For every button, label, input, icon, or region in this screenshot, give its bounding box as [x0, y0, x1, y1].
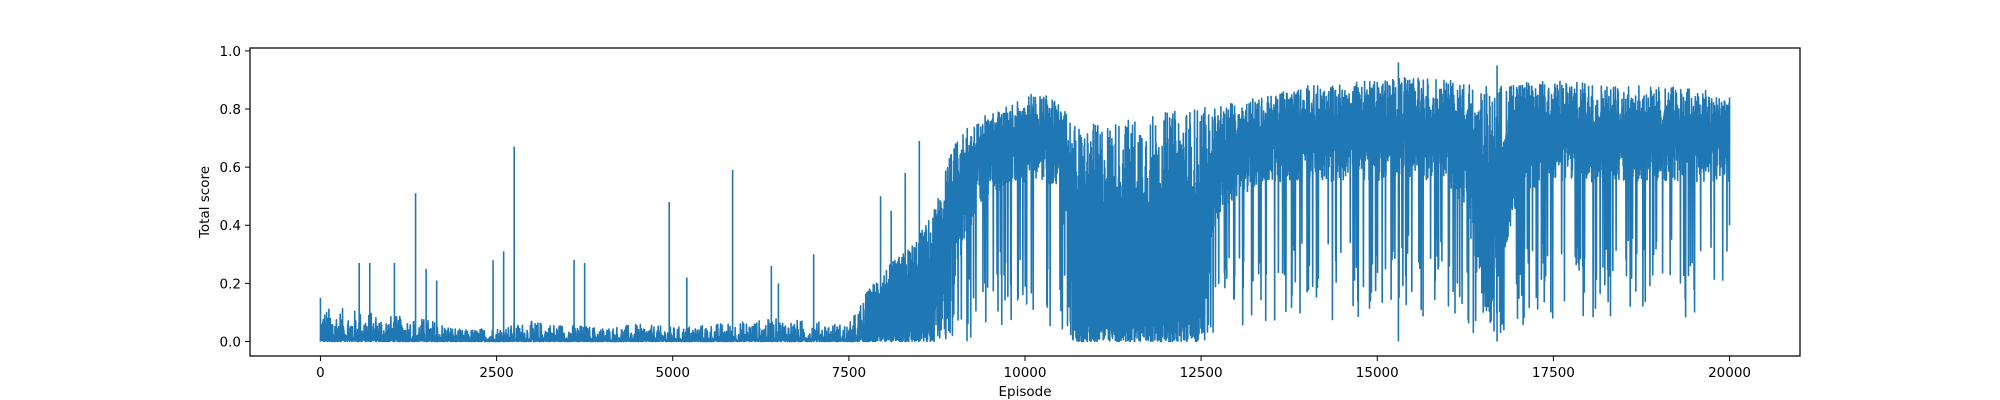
x-tick-label: 15000	[1356, 365, 1399, 381]
y-tick-label: 0.6	[220, 160, 241, 176]
x-tick-label: 7500	[832, 365, 866, 381]
y-tick-label: 0.8	[220, 102, 241, 118]
y-tick-label: 1.0	[220, 44, 241, 60]
y-tick-label: 0.4	[220, 218, 241, 234]
y-axis-label: Total score	[197, 166, 213, 239]
x-tick-label: 0	[316, 365, 325, 381]
x-tick-label: 10000	[1004, 365, 1047, 381]
x-tick-label: 12500	[1180, 365, 1223, 381]
x-tick-label: 20000	[1708, 365, 1751, 381]
series-layer	[319, 62, 1731, 343]
x-axis-label: Episode	[998, 384, 1051, 400]
x-tick-label: 17500	[1532, 365, 1575, 381]
y-axis-ticks: 0.0 0.2 0.4 0.6 0.8 1.0	[220, 44, 250, 350]
y-tick-label: 0.2	[220, 276, 241, 292]
series-line-total-score	[319, 62, 1731, 343]
x-tick-label: 5000	[656, 365, 690, 381]
x-axis-ticks: 0 2500 5000 7500 10000 12500 15000 17500 20000	[316, 356, 1751, 381]
y-tick-label: 0.0	[220, 334, 241, 350]
x-tick-label: 2500	[479, 365, 513, 381]
